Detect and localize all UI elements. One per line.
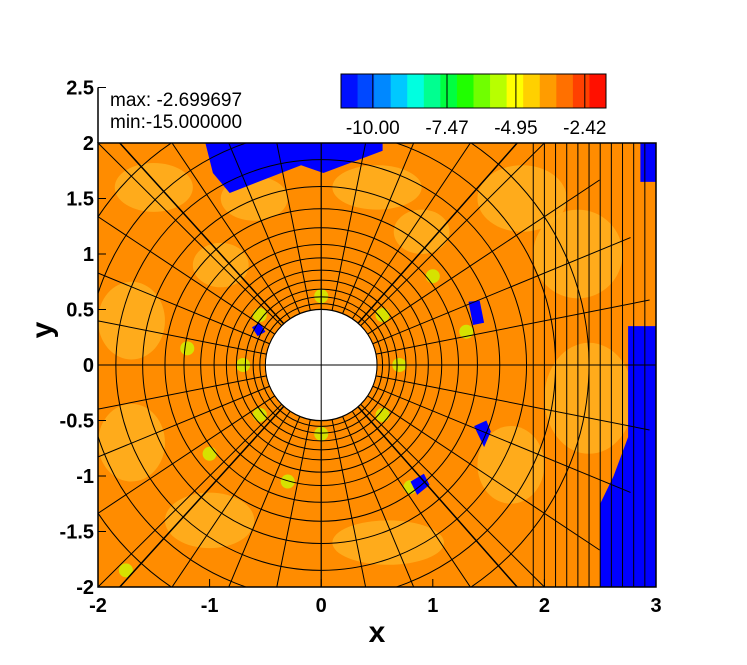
- colorbar-swatch: [423, 74, 441, 108]
- x-tick-label: 1: [427, 595, 438, 617]
- colorbar-swatch: [390, 74, 408, 108]
- x-tick-label: 0: [316, 595, 327, 617]
- y-axis-title: y: [26, 321, 59, 338]
- axes: [97, 87, 657, 588]
- field-patch: [164, 492, 255, 549]
- mesh-spoke: [367, 179, 600, 335]
- colorbar-swatch: [473, 74, 491, 108]
- y-tick-label: 1: [83, 244, 94, 266]
- mesh-spoke: [98, 385, 270, 458]
- colorbar-swatch: [374, 74, 392, 108]
- y-tick-label: 0: [83, 355, 94, 377]
- mesh-spoke: [228, 143, 301, 314]
- field-patch: [280, 474, 295, 489]
- colorbar-swatch: [357, 74, 375, 108]
- field-patch: [252, 407, 267, 422]
- field-patch: [114, 162, 193, 212]
- mesh-spoke: [360, 143, 546, 327]
- y-tick-label: -1: [76, 466, 94, 488]
- y-tick-labels: -2 -1.5 -1 -0.5 0 0.5 1 1.5 2 2.5: [60, 78, 94, 600]
- x-tick-label: 3: [650, 595, 661, 617]
- mesh-spoke: [351, 410, 471, 587]
- mesh-spoke: [98, 320, 267, 355]
- y-tick-label: 1.5: [66, 189, 94, 211]
- field-patch: [180, 341, 195, 356]
- mesh-spoke: [342, 416, 415, 587]
- y-tick-label: 2.5: [66, 78, 94, 100]
- low-value-region: [468, 300, 485, 325]
- field-patch: [252, 308, 267, 323]
- low-value-region: [205, 143, 383, 193]
- mesh-spoke: [372, 237, 631, 345]
- mesh-spoke: [360, 403, 546, 587]
- field-patch: [393, 209, 450, 254]
- mesh-spoke: [98, 272, 270, 345]
- colorbar-swatch: [572, 74, 590, 108]
- mesh-spoke: [331, 419, 367, 587]
- colorbar-tick-label: -10.00: [346, 118, 400, 139]
- y-tick-label: -0.5: [60, 411, 94, 433]
- low-value-region: [640, 143, 656, 182]
- colorbar: [340, 73, 607, 109]
- x-tick-label: -1: [201, 595, 219, 617]
- mesh-spoke: [372, 385, 631, 493]
- mesh-spoke: [98, 395, 276, 514]
- x-tick-label: 2: [539, 595, 550, 617]
- low-value-region: [474, 420, 491, 448]
- x-tick-label: -2: [89, 595, 107, 617]
- mesh-spoke: [171, 143, 291, 320]
- min-annotation: min:-15.000000: [110, 112, 242, 133]
- mesh-spoke: [276, 419, 311, 587]
- mesh-spoke: [228, 416, 301, 587]
- colorbar-tick-label: -2.42: [563, 118, 606, 139]
- field-patch: [332, 165, 422, 210]
- mesh-spoke: [98, 403, 283, 587]
- colorbar-swatch: [589, 74, 607, 108]
- mesh-spoke: [342, 143, 415, 314]
- y-tick-label: 0.5: [66, 300, 94, 322]
- mesh-spoke: [375, 375, 650, 431]
- mesh-spoke: [98, 375, 267, 410]
- mesh-spoke: [98, 143, 283, 327]
- field-patch: [425, 269, 440, 284]
- field-patch: [98, 281, 165, 360]
- field-patch: [375, 308, 390, 323]
- colorbar-swatch: [341, 74, 359, 108]
- y-tick-label: -2: [76, 577, 94, 599]
- mesh-spoke: [171, 410, 291, 587]
- mesh-spoke: [331, 143, 367, 311]
- x-axis-title: x: [369, 616, 386, 649]
- mesh-spoke: [276, 143, 311, 311]
- colorbar-swatch: [506, 74, 524, 108]
- y-tick-label: -1.5: [60, 522, 94, 544]
- mesh-spoke: [367, 395, 600, 551]
- field-patch: [202, 446, 217, 461]
- field-patch: [118, 563, 133, 578]
- field-patch: [332, 520, 444, 565]
- low-value-region: [600, 326, 656, 587]
- colorbar-tick-labels: -10.00 -7.47 -4.95 -2.42: [346, 118, 607, 139]
- colorbar-tick-label: -7.47: [425, 118, 468, 139]
- colorbar-swatch: [440, 74, 458, 108]
- low-value-region: [252, 322, 266, 337]
- colorbar-swatch: [539, 74, 557, 108]
- colorbar-swatch: [523, 74, 541, 108]
- field-patch: [375, 407, 390, 422]
- x-tick-labels: -2 -1 0 1 2 3: [89, 595, 661, 617]
- colorbar-tick-label: -4.95: [494, 118, 537, 139]
- colorbar-swatch: [407, 74, 425, 108]
- colorbar-swatch: [456, 74, 474, 108]
- mesh-spoke: [98, 216, 276, 335]
- colorbar-swatch: [556, 74, 574, 108]
- mesh-spoke: [351, 143, 471, 320]
- field-patch: [477, 426, 545, 504]
- max-annotation: max: -2.699697: [110, 90, 242, 111]
- y-tick-label: 2: [83, 133, 94, 155]
- mesh-spoke: [375, 299, 650, 355]
- colorbar-frame: [340, 73, 607, 109]
- colorbar-swatch: [490, 74, 508, 108]
